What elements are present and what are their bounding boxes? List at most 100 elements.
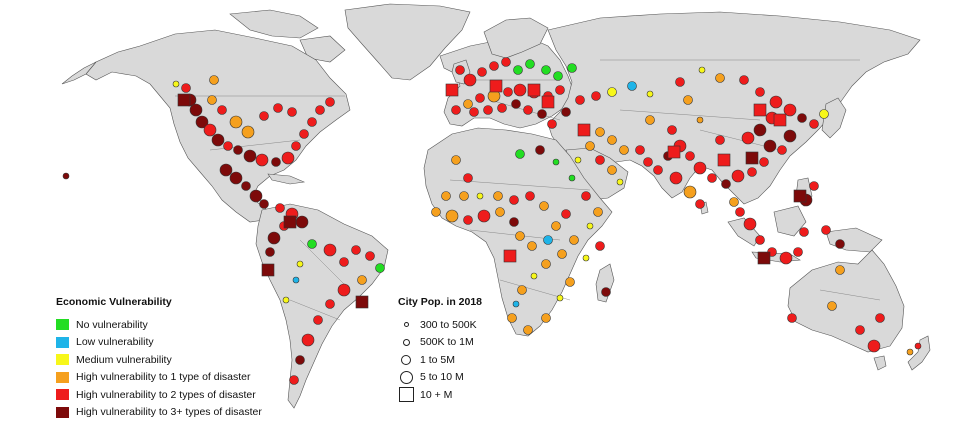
city-marker <box>836 240 845 249</box>
city-marker <box>316 106 325 115</box>
legend-label: High vulnerability to 2 types of disaste… <box>76 389 256 401</box>
legend-item-medium-vulnerability: Medium vulnerability <box>56 351 296 369</box>
city-marker <box>464 216 473 225</box>
city-marker <box>234 146 243 155</box>
city-marker-megacity <box>504 250 516 262</box>
city-marker <box>554 72 563 81</box>
square-icon <box>399 387 414 402</box>
city-marker <box>282 152 294 164</box>
city-marker <box>300 130 309 139</box>
city-marker <box>326 300 335 309</box>
city-marker <box>744 218 756 230</box>
population-legend-title: City Pop. in 2018 <box>398 296 538 309</box>
city-marker <box>476 94 485 103</box>
city-marker-megacity <box>528 84 540 96</box>
legend-item-pop-500k: 500K to 1M <box>398 334 538 352</box>
city-marker <box>464 174 473 183</box>
city-marker <box>736 208 745 217</box>
city-marker <box>570 236 579 245</box>
legend-label: No vulnerability <box>76 319 148 331</box>
legend-item-pop-1m: 1 to 5M <box>398 351 538 369</box>
legend-swatch-green <box>56 319 69 330</box>
city-marker <box>628 82 637 91</box>
city-marker <box>516 232 525 241</box>
city-marker <box>740 76 749 85</box>
city-marker <box>576 96 585 105</box>
city-marker <box>556 86 565 95</box>
city-marker <box>596 242 605 251</box>
city-marker <box>376 264 385 273</box>
circle-medium-icon <box>401 355 411 365</box>
city-marker <box>244 150 256 162</box>
city-marker <box>276 204 285 213</box>
city-marker <box>478 68 487 77</box>
city-marker <box>784 130 796 142</box>
city-marker <box>617 179 623 185</box>
city-marker <box>542 314 551 323</box>
city-marker <box>512 100 521 109</box>
city-marker <box>272 158 281 167</box>
city-marker <box>260 112 269 121</box>
city-marker <box>308 240 317 249</box>
legend-label: Low vulnerability <box>76 336 154 348</box>
australia <box>788 250 904 352</box>
caribbean <box>268 174 304 184</box>
city-marker <box>582 192 591 201</box>
city-marker-megacity <box>178 94 190 106</box>
city-marker <box>756 236 765 245</box>
legend-label: High vulnerability to 3+ types of disast… <box>76 406 262 418</box>
tasmania <box>874 356 886 370</box>
city-marker <box>266 248 275 257</box>
city-marker <box>583 255 589 261</box>
city-marker <box>684 96 693 105</box>
legend-item-pop-300k: 300 to 500K <box>398 316 538 334</box>
city-marker-megacity <box>794 190 806 202</box>
legend-item-pop-10m: 10 + M <box>398 386 538 404</box>
legend-item-pop-5m: 5 to 10 M <box>398 369 538 387</box>
city-marker <box>562 108 571 117</box>
arctic-islands <box>230 10 318 38</box>
city-marker <box>502 58 511 67</box>
city-marker <box>608 166 617 175</box>
city-marker <box>326 98 335 107</box>
city-marker <box>484 106 493 115</box>
city-marker-megacity <box>284 216 296 228</box>
legend-item-no-vulnerability: No vulnerability <box>56 316 296 334</box>
legend-swatch-yellow <box>56 354 69 365</box>
city-marker <box>708 174 717 183</box>
city-marker <box>288 108 297 117</box>
city-marker <box>477 193 483 199</box>
circle-small-icon <box>403 339 410 346</box>
city-marker <box>293 277 299 283</box>
city-marker <box>828 302 837 311</box>
city-marker <box>478 210 490 222</box>
city-marker <box>173 81 179 87</box>
city-marker <box>602 288 611 297</box>
legend-item-high-3plus: High vulnerability to 3+ types of disast… <box>56 404 296 421</box>
city-marker <box>460 192 469 201</box>
city-marker <box>250 190 262 202</box>
city-marker <box>230 172 242 184</box>
city-marker <box>446 210 458 222</box>
city-marker <box>442 192 451 201</box>
city-marker <box>558 250 567 259</box>
city-marker <box>587 223 593 229</box>
city-marker <box>794 248 803 257</box>
city-marker <box>358 276 367 285</box>
city-marker <box>699 67 705 73</box>
city-marker <box>562 210 571 219</box>
legend-swatch-orange <box>56 372 69 383</box>
city-marker <box>575 157 581 163</box>
city-marker <box>210 76 219 85</box>
city-marker <box>742 132 754 144</box>
city-marker <box>596 156 605 165</box>
city-marker <box>676 78 685 87</box>
city-marker <box>594 208 603 217</box>
city-marker <box>684 186 696 198</box>
city-marker <box>788 314 797 323</box>
city-marker <box>856 326 865 335</box>
city-marker <box>568 64 577 73</box>
city-marker <box>836 266 845 275</box>
city-marker-megacity <box>262 264 274 276</box>
city-marker <box>182 84 191 93</box>
